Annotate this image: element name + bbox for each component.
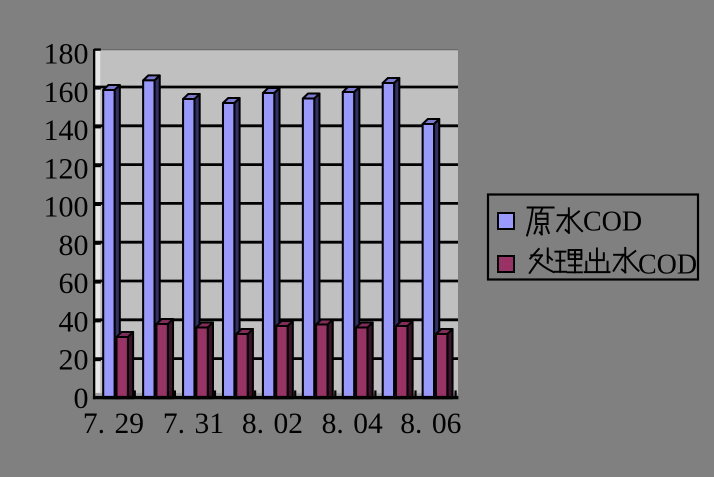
svg-text:60: 60 — [59, 267, 89, 300]
svg-text:160: 160 — [44, 76, 89, 109]
svg-text:40: 40 — [59, 305, 89, 338]
svg-text:120: 120 — [44, 152, 89, 185]
svg-text:8.04: 8. 04 — [322, 408, 383, 440]
svg-text:180: 180 — [44, 38, 89, 71]
svg-text:100: 100 — [44, 191, 89, 224]
svg-text:COD: COD — [638, 250, 697, 281]
svg-text:80: 80 — [59, 229, 89, 262]
svg-text:8.06: 8. 06 — [400, 408, 461, 440]
svg-text:7.29: 7. 29 — [83, 408, 144, 440]
svg-text:8.02: 8. 02 — [242, 408, 303, 440]
svg-text:140: 140 — [44, 114, 89, 147]
svg-text:7.31: 7. 31 — [163, 408, 224, 440]
svg-text:COD: COD — [583, 207, 642, 238]
svg-text:0: 0 — [74, 382, 89, 415]
svg-text:20: 20 — [59, 344, 89, 377]
